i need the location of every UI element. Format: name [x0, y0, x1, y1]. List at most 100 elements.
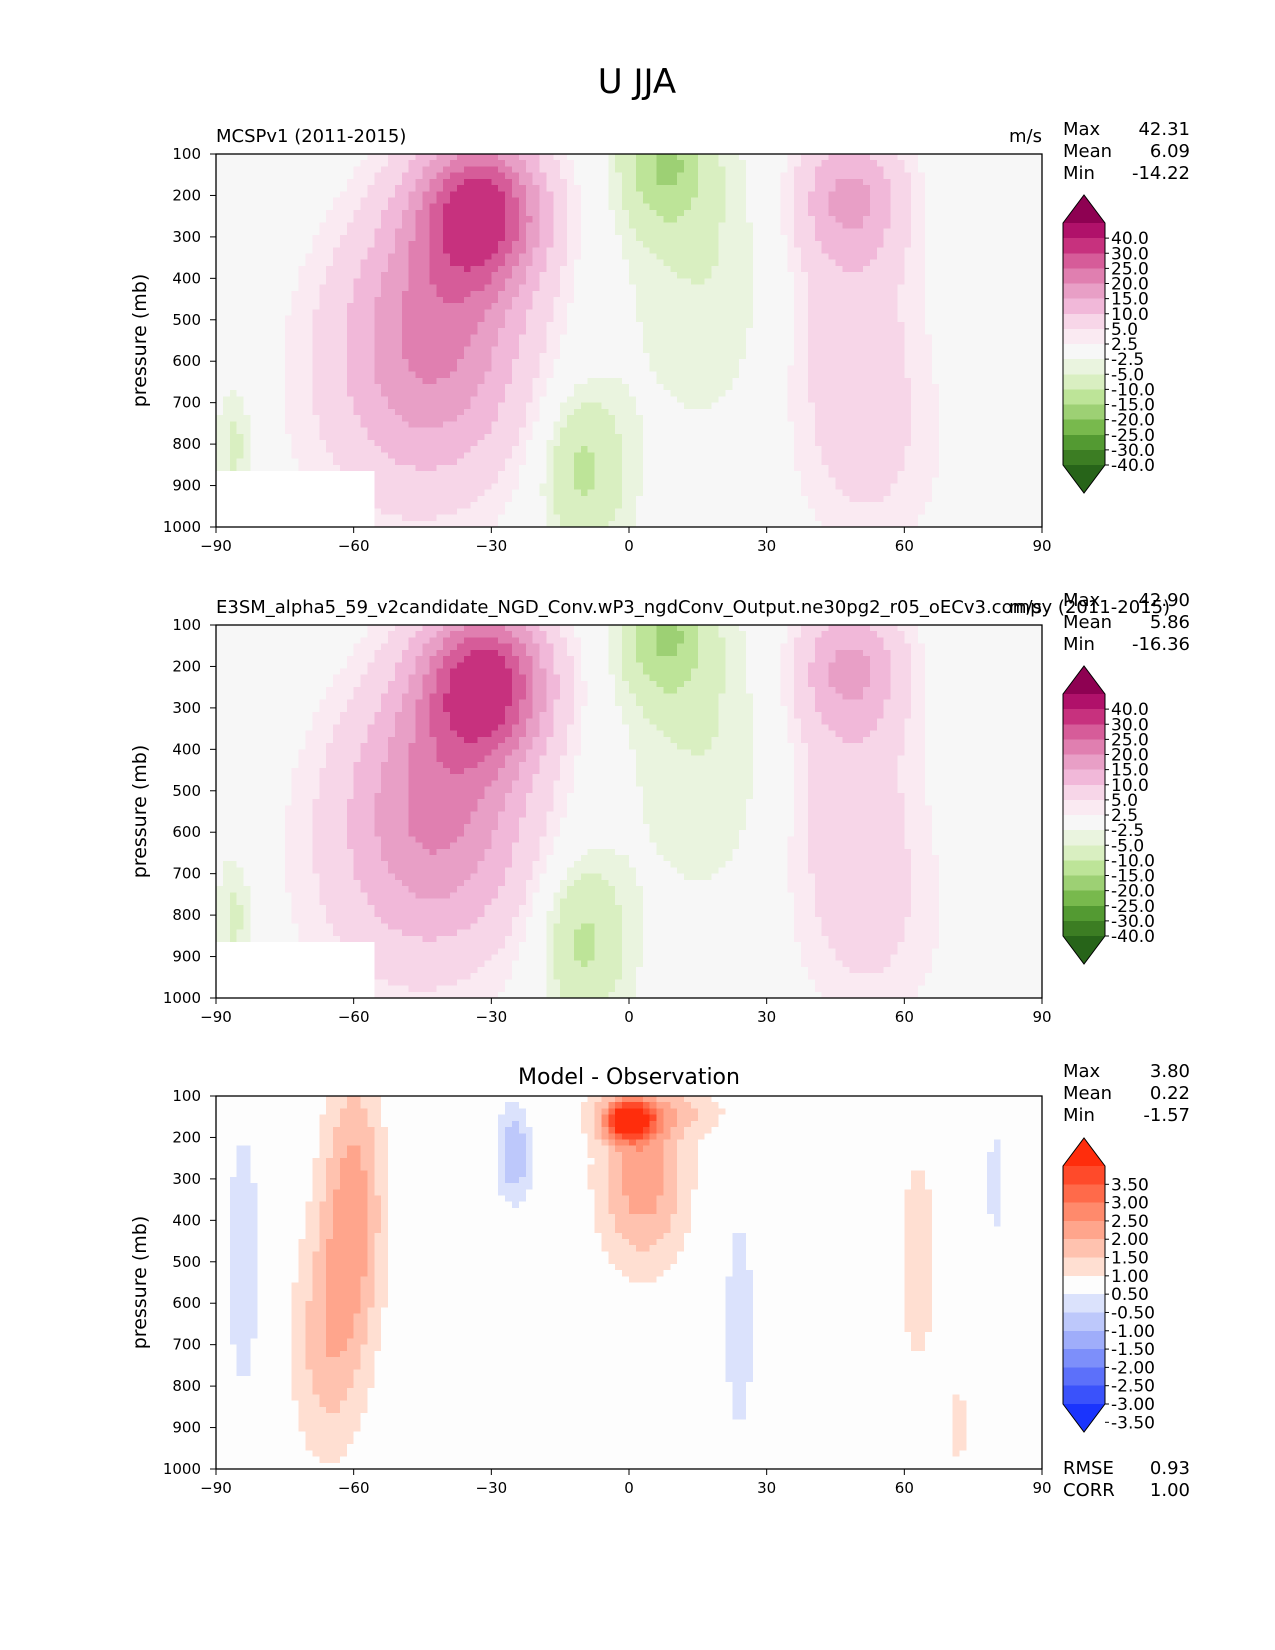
colorbar-tick-label: -10.0 [1111, 380, 1155, 400]
colorbar-segment [1063, 419, 1105, 436]
colorbar-tick-label: 25.0 [1111, 259, 1149, 279]
y-tick-label: 400 [172, 1211, 201, 1229]
colorbar [1063, 666, 1105, 964]
x-tick-label: 0 [624, 1479, 634, 1497]
colorbar-segment [1063, 223, 1105, 239]
colorbar-tick-label: -20.0 [1111, 882, 1155, 902]
metric-value-rmse: 0.93 [1150, 1458, 1190, 1479]
colorbar-segment [1063, 875, 1105, 892]
colorbar-tick-label: -40.0 [1111, 456, 1155, 476]
colorbar-tick-label: -0.50 [1111, 1303, 1155, 1323]
x-tick-label: 90 [1032, 537, 1051, 555]
colorbar [1063, 195, 1105, 493]
y-tick-label: 300 [172, 228, 201, 246]
colorbar-tick-label: 10.0 [1111, 776, 1149, 796]
x-tick-label: 0 [624, 537, 634, 555]
colorbar-segment [1063, 1312, 1105, 1332]
colorbar-tick-label: -5.0 [1111, 365, 1144, 385]
y-tick-label: 400 [172, 740, 201, 758]
colorbar-top-extend [1063, 1138, 1105, 1166]
colorbar-tick-label: 2.5 [1111, 806, 1138, 826]
colorbar-segment [1063, 1257, 1105, 1277]
colorbar-tick-label: -2.00 [1111, 1358, 1155, 1378]
colorbar-tick-label: -15.0 [1111, 396, 1155, 416]
colorbar-tick-label: 5.0 [1111, 791, 1138, 811]
colorbar-segment [1063, 238, 1105, 254]
y-tick-label: 1000 [163, 1460, 201, 1478]
x-tick-label: 60 [895, 537, 914, 555]
colorbar-tick-label: -20.0 [1111, 411, 1155, 431]
colorbar-tick-label: 1.00 [1111, 1267, 1149, 1287]
colorbar-segment [1063, 815, 1105, 831]
colorbar-segment [1063, 830, 1105, 846]
colorbar-segment [1063, 694, 1105, 710]
stat-value-min: -14.22 [1132, 163, 1190, 184]
colorbar-segment [1063, 1385, 1105, 1405]
colorbar-segment [1063, 434, 1105, 451]
colorbar-segment [1063, 905, 1105, 922]
colorbar-segment [1063, 389, 1105, 406]
colorbar-segment [1063, 344, 1105, 360]
x-tick-label: 30 [757, 1008, 776, 1026]
colorbar-tick-label: 25.0 [1111, 730, 1149, 750]
y-tick-label: 300 [172, 699, 201, 717]
stat-value-mean: 0.22 [1150, 1083, 1190, 1104]
colorbar-segment [1063, 374, 1105, 390]
colorbar-tick-label: 40.0 [1111, 229, 1149, 249]
y-tick-label: 500 [172, 782, 201, 800]
colorbar-segment [1063, 754, 1105, 771]
colorbar-segment [1063, 1349, 1105, 1368]
panel-title-left: MCSPv1 (2011-2015) [216, 126, 406, 147]
colorbar-tick-label: 30.0 [1111, 715, 1149, 735]
colorbar-tick-label: 10.0 [1111, 305, 1149, 325]
x-tick-label: 30 [757, 1479, 776, 1497]
stat-value-mean: 6.09 [1150, 141, 1190, 162]
colorbar-segment [1063, 845, 1105, 861]
y-tick-label: 1000 [163, 518, 201, 536]
y-tick-label: 500 [172, 1253, 201, 1271]
colorbar-tick-label: -2.5 [1111, 350, 1144, 370]
y-tick-label: 800 [172, 435, 201, 453]
colorbar-tick-label: 2.00 [1111, 1230, 1149, 1250]
colorbar-segment [1063, 1184, 1105, 1204]
y-axis-label: pressure (mb) [129, 274, 151, 408]
colorbar-segment [1063, 920, 1105, 937]
stat-value-min: -1.57 [1143, 1105, 1190, 1126]
colorbar-segment [1063, 860, 1105, 877]
y-tick-label: 200 [172, 186, 201, 204]
colorbar-segment [1063, 1239, 1105, 1259]
x-tick-label: 0 [624, 1008, 634, 1026]
colorbar [1063, 1138, 1105, 1432]
stat-label-min: Min [1063, 163, 1095, 184]
x-tick-label: −90 [200, 1479, 232, 1497]
colorbar-bottom-extend [1063, 936, 1105, 964]
colorbar-segment [1063, 268, 1105, 285]
colorbar-top-extend [1063, 666, 1105, 694]
colorbar-segment [1063, 784, 1105, 801]
colorbar-tick-label: -40.0 [1111, 927, 1155, 947]
panel-title-left: E3SM_alpha5_59_v2candidate_NGD_Conv.wP3_… [216, 597, 1170, 618]
colorbar-tick-label: 1.50 [1111, 1249, 1149, 1269]
x-tick-label: 60 [895, 1008, 914, 1026]
contour-field [216, 625, 1043, 999]
colorbar-segment [1063, 1166, 1105, 1185]
x-tick-label: −60 [338, 1008, 370, 1026]
y-tick-label: 600 [172, 352, 201, 370]
colorbar-segment [1063, 709, 1105, 725]
y-tick-label: 900 [172, 1419, 201, 1437]
stat-value-min: -16.36 [1132, 634, 1190, 655]
colorbar-segment [1063, 328, 1105, 345]
colorbar-segment [1063, 298, 1105, 315]
colorbar-segment [1063, 1275, 1105, 1295]
colorbar-segment [1063, 449, 1105, 466]
colorbar-segment [1063, 724, 1105, 740]
x-tick-label: 90 [1032, 1008, 1051, 1026]
x-tick-label: −30 [476, 1479, 508, 1497]
colorbar-tick-label: -30.0 [1111, 912, 1155, 932]
stat-label-min: Min [1063, 634, 1095, 655]
colorbar-tick-label: -30.0 [1111, 441, 1155, 461]
stat-value-max: 3.80 [1150, 1061, 1190, 1082]
colorbar-segment [1063, 1220, 1105, 1240]
